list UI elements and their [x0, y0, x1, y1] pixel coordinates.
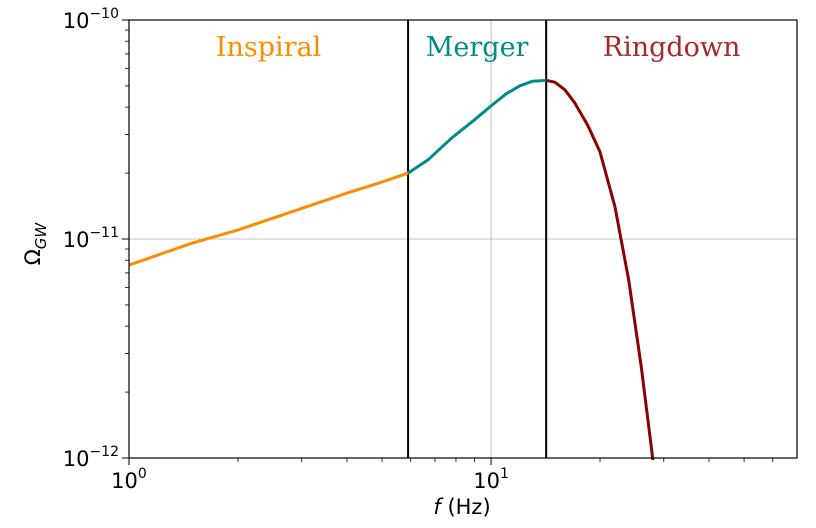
y-tick-exponent: −10: [89, 6, 119, 22]
phase-label-merger: Merger: [426, 32, 529, 63]
y-axis-subscript: GW: [32, 222, 50, 250]
y-tick-base: 10: [63, 228, 90, 252]
y-tick-base: 10: [63, 447, 90, 471]
y-tick-label: 10−12: [63, 444, 119, 471]
phase-annotations: Inspiral Merger Ringdown: [216, 32, 741, 63]
x-axis-unit: (Hz): [441, 495, 491, 519]
x-tick-base: 10: [111, 469, 138, 493]
x-tick-exponent: 1: [500, 466, 509, 482]
y-tick-base: 10: [63, 9, 90, 33]
x-tick-exponent: 0: [138, 466, 147, 482]
phase-boundaries: [407, 20, 548, 458]
x-axis-label: f (Hz): [433, 495, 490, 519]
y-tick-exponent: −11: [89, 225, 119, 241]
series-line: [128, 171, 409, 267]
y-tick-label: 10−11: [63, 225, 119, 252]
y-axis-symbol: Ω: [21, 249, 45, 265]
series-line: [407, 78, 547, 175]
x-tick-label: 100: [111, 466, 147, 493]
y-axis-label: ΩGW: [21, 222, 50, 266]
series-line: [545, 78, 655, 461]
phase-label-ringdown: Ringdown: [603, 32, 741, 63]
y-tick-label: 10−10: [63, 6, 119, 33]
x-axis-variable: f: [433, 495, 444, 519]
series-lines: [128, 78, 655, 461]
x-tick-base: 10: [473, 469, 500, 493]
y-tick-exponent: −12: [89, 444, 119, 460]
x-tick-label: 101: [473, 466, 509, 493]
phase-label-inspiral: Inspiral: [216, 32, 321, 63]
grid: [128, 19, 797, 459]
